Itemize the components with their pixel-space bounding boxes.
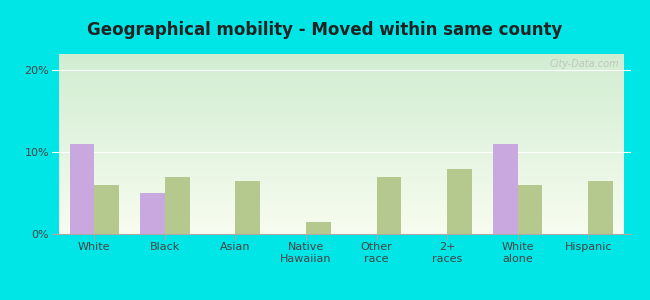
- Bar: [517, 185, 542, 234]
- Bar: [493, 144, 517, 234]
- Text: Geographical mobility - Moved within same county: Geographical mobility - Moved within sam…: [87, 21, 563, 39]
- Bar: [447, 169, 472, 234]
- Bar: [588, 181, 613, 234]
- Bar: [70, 144, 94, 234]
- Bar: [140, 193, 165, 234]
- Bar: [165, 177, 190, 234]
- Bar: [235, 181, 260, 234]
- Bar: [94, 185, 119, 234]
- Bar: [376, 177, 401, 234]
- Text: City-Data.com: City-Data.com: [549, 59, 619, 69]
- Bar: [306, 222, 331, 234]
